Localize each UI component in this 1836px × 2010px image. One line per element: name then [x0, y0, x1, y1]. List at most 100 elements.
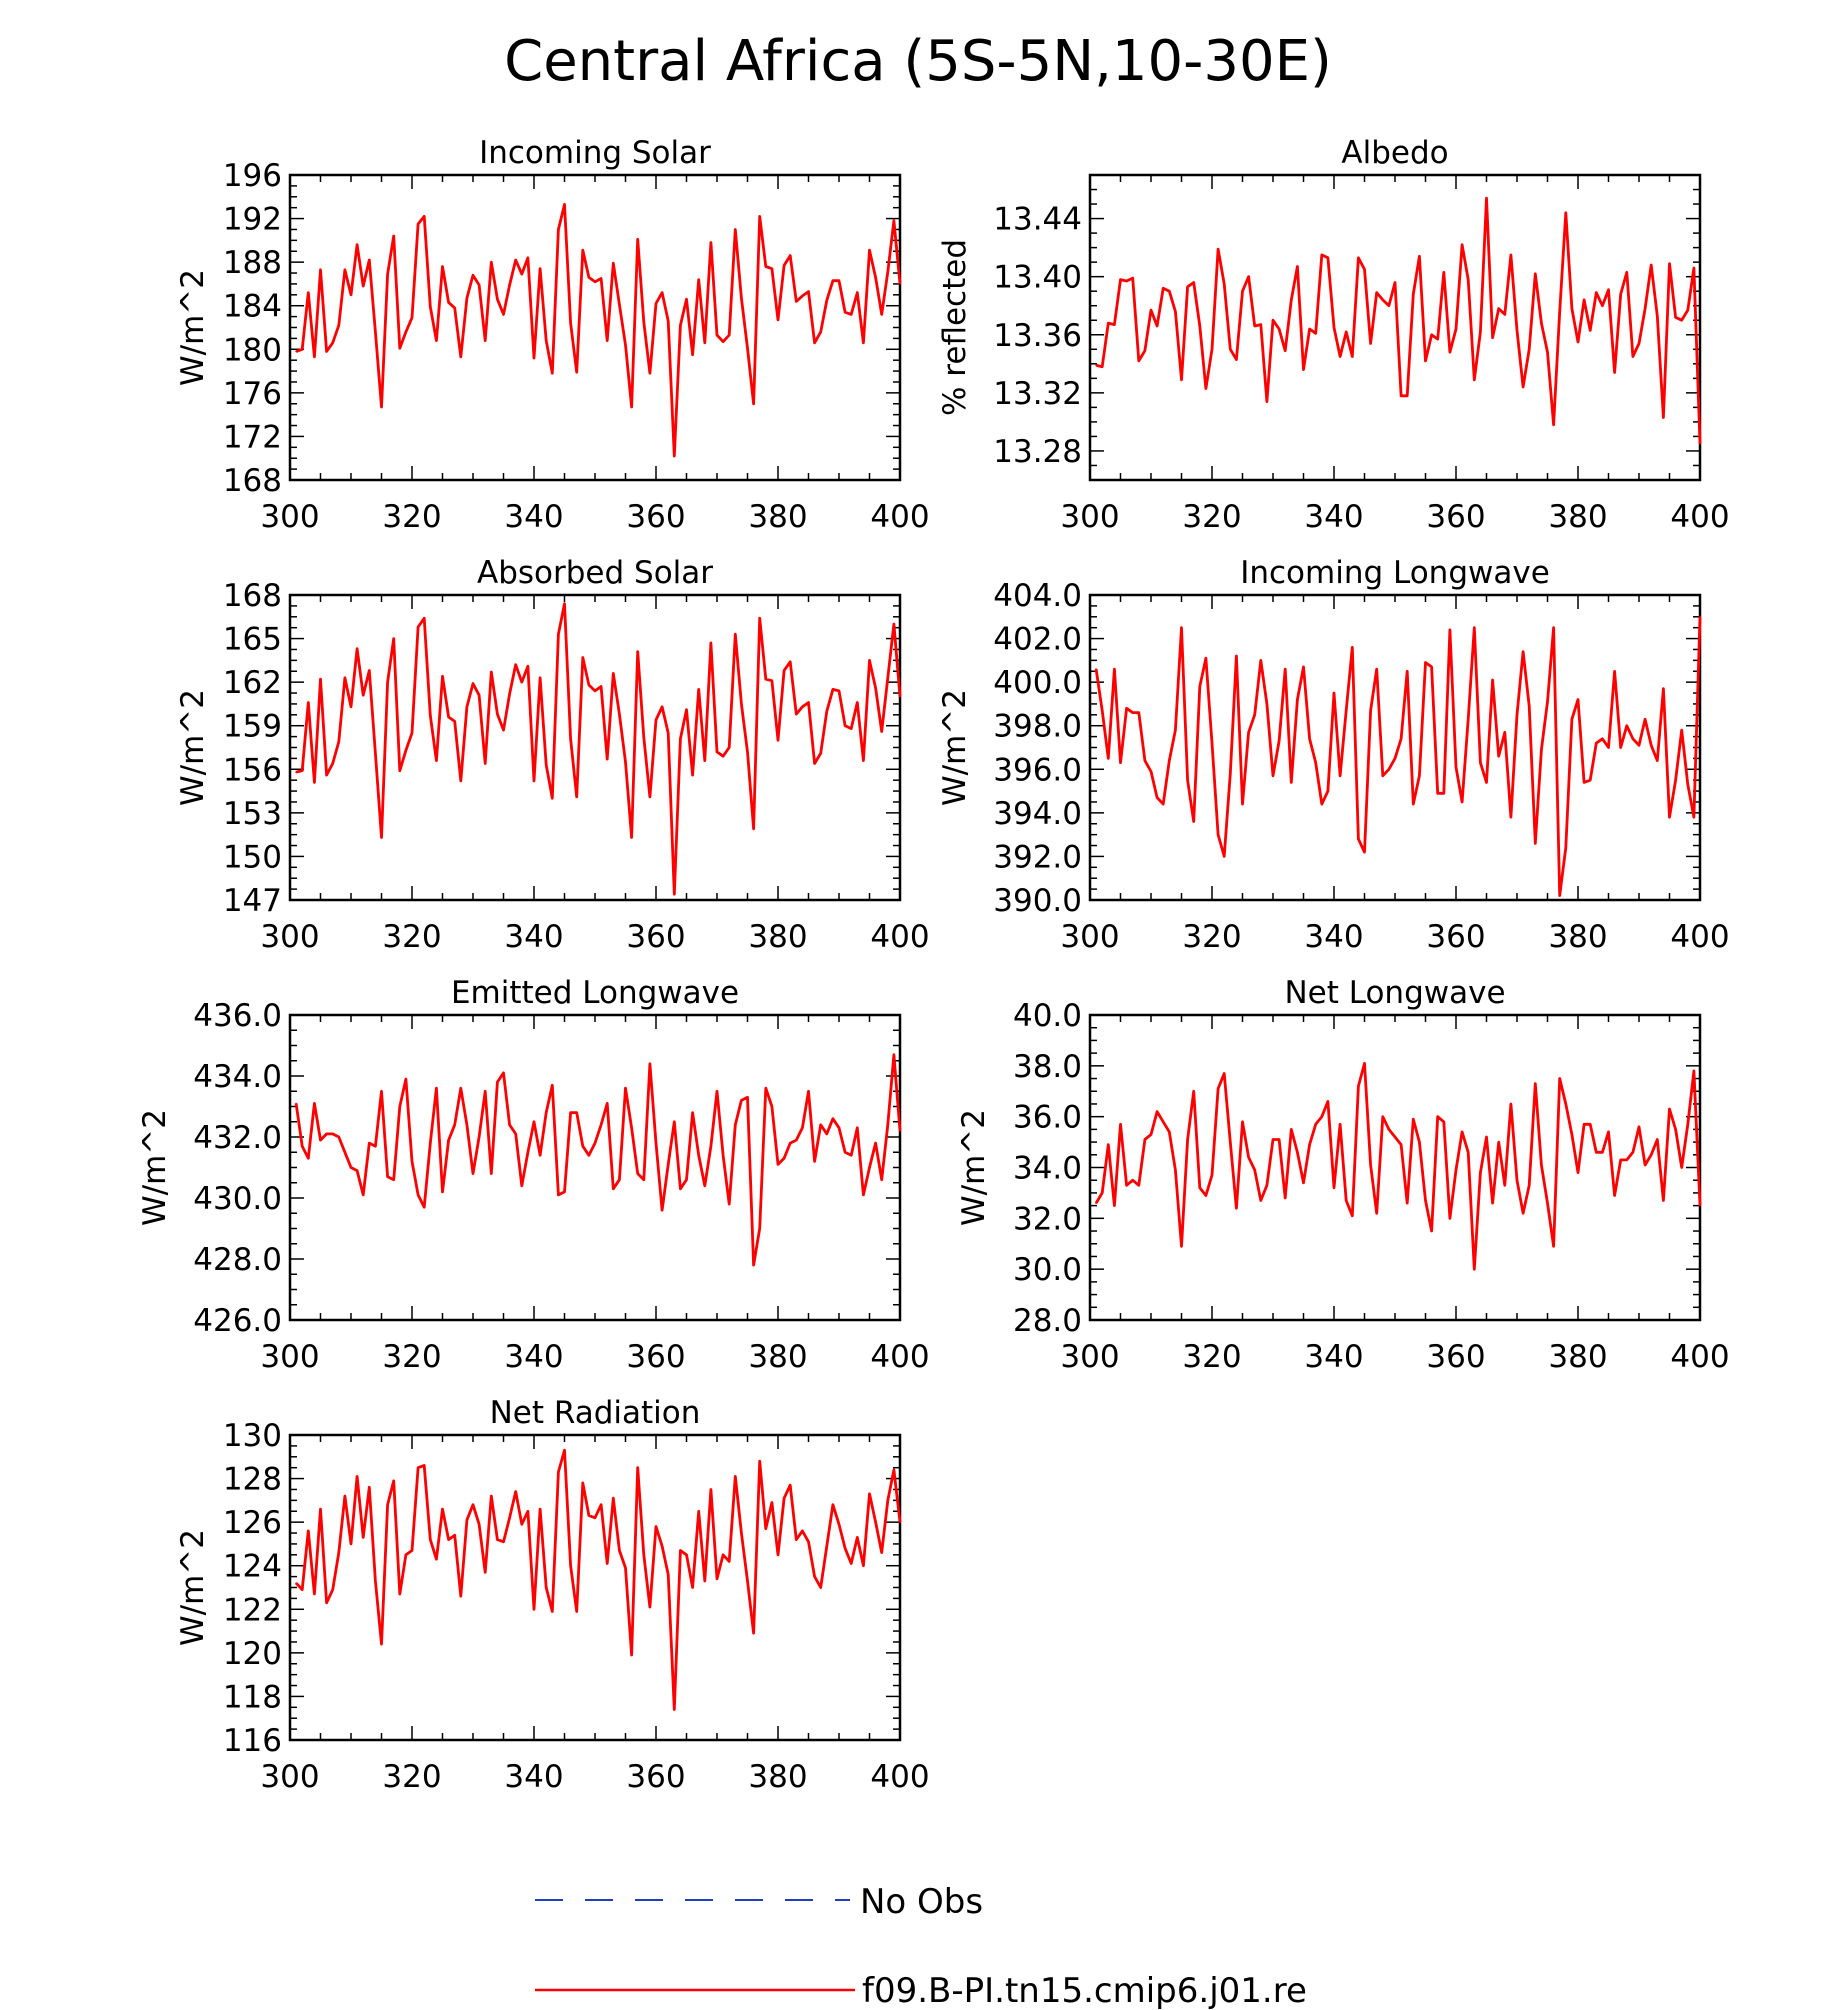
emitted-longwave-data-point	[301, 1145, 304, 1147]
albedo-data-point	[1504, 313, 1506, 316]
net-longwave-data-point	[1168, 1131, 1171, 1133]
absorbed-solar-data-point	[490, 671, 493, 673]
albedo-data-point	[1644, 307, 1646, 310]
incoming-solar-data-point	[356, 243, 358, 246]
incoming-longwave-data-point	[1516, 714, 1518, 716]
net-longwave-data-point	[1296, 1151, 1299, 1154]
absorbed-solar-data-point	[777, 739, 779, 742]
incoming-solar-data-point	[697, 278, 700, 281]
absorbed-solar-data-point	[588, 684, 590, 686]
emitted-longwave-xtick-label: 380	[748, 1339, 807, 1375]
net-longwave-data-point	[1522, 1212, 1524, 1215]
net-radiation-data-point	[661, 1545, 663, 1547]
incoming-longwave-xtick-label: 340	[1304, 919, 1363, 955]
emitted-longwave-data-point	[411, 1160, 413, 1163]
emitted-longwave-ytick-label: 426.0	[193, 1303, 282, 1339]
incoming-solar-data-point	[582, 249, 584, 251]
net-longwave-data-point	[1534, 1082, 1537, 1085]
incoming-solar-data-point	[545, 339, 547, 342]
albedo-data-point	[1327, 256, 1329, 259]
incoming-longwave-ytick-label: 390.0	[993, 883, 1082, 919]
incoming-solar-data-point	[722, 340, 724, 343]
incoming-solar-data-point	[331, 341, 334, 344]
incoming-longwave-xtick-label: 400	[1670, 919, 1729, 955]
net-longwave-data-point	[1321, 1115, 1323, 1118]
net-longwave-data-point	[1314, 1123, 1317, 1126]
emitted-longwave-data-point	[752, 1264, 755, 1266]
net-radiation-data-point	[478, 1523, 480, 1526]
emitted-longwave-ytick-label: 432.0	[193, 1120, 282, 1156]
albedo-data-point	[1558, 310, 1561, 313]
incoming-longwave-data-point	[1363, 851, 1366, 853]
emitted-longwave-data-point	[344, 1151, 346, 1154]
net-longwave-data-point	[1662, 1199, 1665, 1202]
net-longwave-data-point	[1131, 1179, 1134, 1182]
emitted-longwave-xtick-label: 300	[260, 1339, 319, 1375]
net-longwave-data-point	[1199, 1187, 1201, 1189]
net-longwave-data-point	[1156, 1110, 1158, 1113]
absorbed-solar-data-point	[392, 637, 395, 640]
albedo-data-point	[1589, 329, 1591, 332]
net-radiation-data-point	[313, 1593, 316, 1595]
net-radiation-xtick-label: 300	[260, 1759, 319, 1795]
absorbed-solar-data-point	[691, 774, 694, 776]
net-radiation-data-point	[880, 1551, 883, 1554]
incoming-longwave-data-point	[1345, 709, 1347, 712]
incoming-solar-data-point	[844, 311, 846, 314]
net-longwave-data-point	[1223, 1072, 1225, 1075]
incoming-solar-data-point	[563, 203, 566, 206]
net-radiation-data-point	[734, 1475, 737, 1478]
albedo-data-point	[1284, 349, 1286, 352]
albedo-data-point	[1095, 364, 1097, 367]
incoming-longwave-series-line	[1094, 616, 1702, 897]
net-radiation-data-point	[331, 1588, 334, 1591]
net-radiation-xtick-label: 340	[504, 1759, 563, 1795]
incoming-longwave-data-point	[1253, 714, 1256, 716]
net-radiation-data-point	[850, 1562, 852, 1565]
absorbed-solar-data-point	[850, 727, 852, 730]
absorbed-solar-data-point	[374, 752, 377, 755]
net-radiation-data-point	[844, 1547, 846, 1550]
absorbed-solar-data-point	[447, 716, 450, 718]
albedo-data-point	[1186, 286, 1189, 288]
net-radiation-data-point	[801, 1530, 804, 1532]
net-radiation-data-point	[624, 1567, 627, 1569]
albedo-data-point	[1680, 319, 1683, 322]
absorbed-solar-data-point	[746, 751, 749, 753]
absorbed-solar-data-point	[643, 736, 645, 739]
albedo-data-point	[1473, 378, 1476, 381]
albedo-data-point	[1656, 315, 1659, 317]
emitted-longwave-data-point	[582, 1145, 584, 1147]
emitted-longwave-data-point	[746, 1096, 749, 1099]
incoming-longwave-ytick-label: 392.0	[993, 839, 1082, 875]
net-radiation-data-point	[826, 1545, 828, 1547]
chart-net-radiation: Net Radiation 300 320 340 360 380 400 116 118 120…	[175, 1395, 930, 1795]
net-longwave-data-point	[1138, 1184, 1140, 1187]
incoming-solar-data-point	[704, 341, 706, 344]
albedo-data-point	[1534, 272, 1537, 275]
albedo-data-point	[1180, 378, 1183, 381]
albedo-ytick-label: 13.36	[993, 318, 1082, 354]
emitted-longwave-data-point	[594, 1142, 596, 1144]
incoming-longwave-data-point	[1308, 737, 1311, 740]
emitted-longwave-data-point	[453, 1124, 456, 1126]
incoming-longwave-data-point	[1546, 700, 1549, 703]
net-longwave-xtick-label: 300	[1060, 1339, 1119, 1375]
albedo-data-point	[1199, 325, 1201, 327]
incoming-longwave-data-point	[1473, 626, 1476, 629]
absorbed-solar-data-point	[813, 762, 816, 765]
incoming-longwave-data-point	[1138, 711, 1140, 714]
incoming-solar-data-point	[350, 294, 352, 296]
absorbed-solar-data-point	[618, 713, 621, 715]
absorbed-solar-data-point	[295, 771, 297, 773]
net-longwave-data-point	[1211, 1174, 1213, 1176]
albedo-data-point	[1522, 386, 1524, 388]
net-longwave-data-point	[1388, 1128, 1390, 1131]
incoming-solar-data-point	[600, 277, 602, 280]
incoming-solar-data-point	[801, 295, 804, 297]
emitted-longwave-data-point	[521, 1185, 523, 1187]
incoming-solar-data-point	[344, 268, 346, 271]
albedo-data-point	[1131, 277, 1134, 279]
absorbed-solar-data-point	[874, 687, 877, 689]
net-radiation-data-point	[728, 1560, 730, 1563]
